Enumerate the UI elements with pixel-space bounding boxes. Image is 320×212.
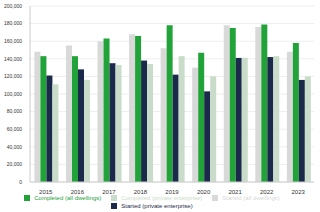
- html-text:Completed (all dwellings): Completed (all dwellings): [34, 195, 102, 201]
- svg-text:120,000: 120,000: [8, 73, 22, 79]
- svg-text:180,000: 180,000: [8, 20, 22, 26]
- svg-text:60,000: 60,000: [8, 126, 22, 132]
- svg-text:80,000: 80,000: [8, 108, 22, 114]
- svg-text:0: 0: [19, 179, 22, 185]
- svg-text:200,000: 200,000: [8, 3, 22, 9]
- svg-text:2017: 2017: [102, 189, 116, 195]
- svg-text:2018: 2018: [134, 189, 148, 195]
- svg-text:2020: 2020: [197, 189, 211, 195]
- svg-text:2022: 2022: [260, 189, 274, 195]
- svg-text:160,000: 160,000: [8, 38, 22, 44]
- html-text:Completed (private enterprise): Completed (private enterprise): [121, 195, 203, 201]
- svg-text:40,000: 40,000: [8, 144, 22, 150]
- svg-text:2015: 2015: [39, 189, 53, 195]
- html-text:Started (private enterprise): Started (private enterprise): [121, 203, 193, 209]
- svg-text:100,000: 100,000: [8, 91, 22, 97]
- svg-text:20,000: 20,000: [8, 161, 22, 167]
- html-text:Started (all dwellings): Started (all dwellings): [222, 195, 280, 201]
- svg-text:140,000: 140,000: [8, 56, 22, 62]
- svg-text:2021: 2021: [228, 189, 242, 195]
- svg-text:2023: 2023: [292, 189, 306, 195]
- svg-text:2019: 2019: [165, 189, 179, 195]
- svg-text:2016: 2016: [71, 189, 85, 195]
